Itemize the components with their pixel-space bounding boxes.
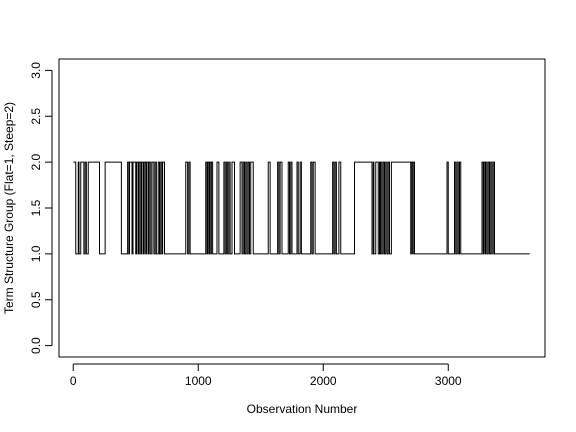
x-axis-label: Observation Number <box>247 402 358 416</box>
y-tick-label: 1.5 <box>29 199 43 216</box>
y-tick-label: 3.0 <box>29 62 43 79</box>
y-tick-label: 2.0 <box>29 153 43 170</box>
x-tick-label: 0 <box>70 374 77 388</box>
x-tick-label: 2000 <box>310 374 337 388</box>
y-axis-label: Term Structure Group (Flat=1, Steep=2) <box>2 102 16 314</box>
x-axis: 0 1000 2000 3000 <box>70 364 462 388</box>
series-layer <box>73 162 530 254</box>
y-tick-label: 1.0 <box>29 245 43 262</box>
y-tick-label: 2.5 <box>29 108 43 125</box>
x-tick-label: 3000 <box>435 374 462 388</box>
y-tick-label: 0.5 <box>29 291 43 308</box>
y-tick-label: 0.0 <box>29 337 43 354</box>
x-tick-label: 1000 <box>185 374 212 388</box>
series-line-0 <box>73 162 530 254</box>
y-axis: 0.0 0.5 1.0 1.5 2.0 2.5 3.0 <box>29 62 52 354</box>
